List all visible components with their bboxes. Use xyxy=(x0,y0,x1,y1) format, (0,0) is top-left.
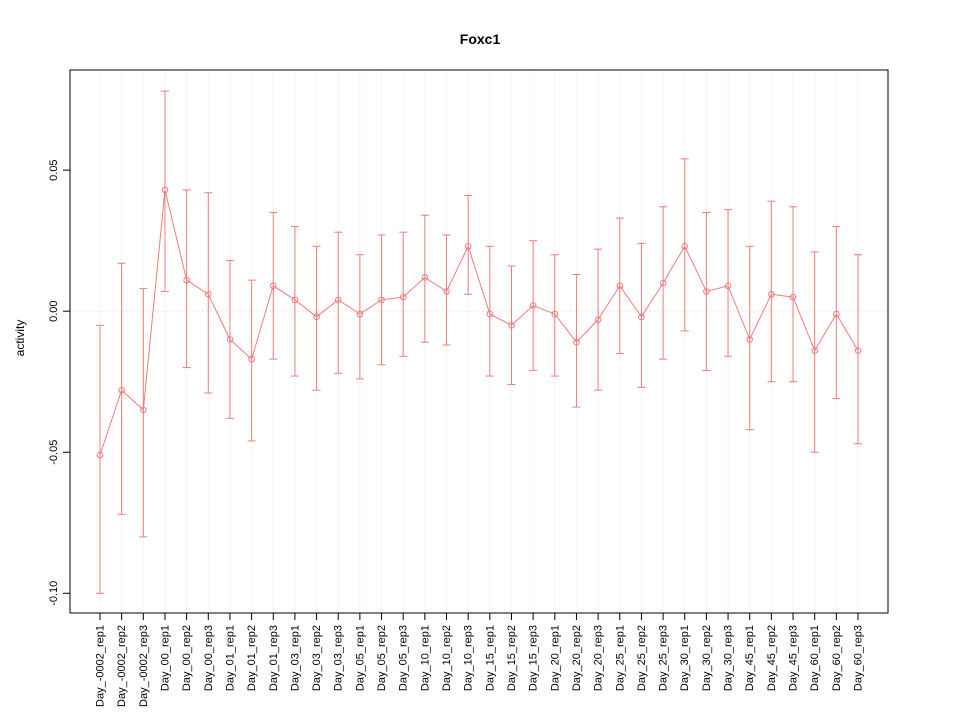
svg-text:Day_25_rep1: Day_25_rep1 xyxy=(614,625,626,691)
svg-text:Day_10_rep2: Day_10_rep2 xyxy=(441,625,453,691)
svg-text:Day_03_rep3: Day_03_rep3 xyxy=(333,625,345,691)
svg-text:Day_60_rep3: Day_60_rep3 xyxy=(853,625,865,691)
svg-text:Day_00_rep1: Day_00_rep1 xyxy=(159,625,171,691)
svg-text:Day_15_rep1: Day_15_rep1 xyxy=(484,625,496,691)
svg-text:Day_-0002_rep1: Day_-0002_rep1 xyxy=(95,625,107,707)
svg-text:-0.10: -0.10 xyxy=(48,581,60,606)
svg-text:Day_20_rep1: Day_20_rep1 xyxy=(549,625,561,691)
svg-text:Day_05_rep1: Day_05_rep1 xyxy=(354,625,366,691)
svg-text:0.05: 0.05 xyxy=(48,159,60,180)
svg-text:Day_10_rep1: Day_10_rep1 xyxy=(419,625,431,691)
svg-text:Day_10_rep3: Day_10_rep3 xyxy=(463,625,475,691)
svg-text:Day_45_rep3: Day_45_rep3 xyxy=(788,625,800,691)
svg-text:Day_-0002_rep2: Day_-0002_rep2 xyxy=(116,625,128,707)
svg-text:Day_30_rep2: Day_30_rep2 xyxy=(701,625,713,691)
svg-text:Day_60_rep1: Day_60_rep1 xyxy=(809,625,821,691)
svg-text:Day_01_rep1: Day_01_rep1 xyxy=(224,625,236,691)
svg-text:Day_20_rep3: Day_20_rep3 xyxy=(593,625,605,691)
svg-text:Day_01_rep3: Day_01_rep3 xyxy=(268,625,280,691)
svg-text:Day_25_rep2: Day_25_rep2 xyxy=(636,625,648,691)
svg-text:Day_01_rep2: Day_01_rep2 xyxy=(246,625,258,691)
svg-text:Day_60_rep2: Day_60_rep2 xyxy=(831,625,843,691)
svg-text:Day_-0002_rep3: Day_-0002_rep3 xyxy=(138,625,150,707)
svg-text:Day_15_rep3: Day_15_rep3 xyxy=(528,625,540,691)
svg-text:Day_00_rep2: Day_00_rep2 xyxy=(181,625,193,691)
svg-text:-0.05: -0.05 xyxy=(48,440,60,465)
svg-text:Day_00_rep3: Day_00_rep3 xyxy=(203,625,215,691)
svg-text:Day_45_rep1: Day_45_rep1 xyxy=(744,625,756,691)
svg-text:Day_15_rep2: Day_15_rep2 xyxy=(506,625,518,691)
chart-title: Foxc1 xyxy=(459,31,501,47)
svg-text:Day_20_rep2: Day_20_rep2 xyxy=(571,625,583,691)
svg-text:Day_45_rep2: Day_45_rep2 xyxy=(766,625,778,691)
svg-text:Day_25_rep3: Day_25_rep3 xyxy=(658,625,670,691)
svg-text:Day_30_rep1: Day_30_rep1 xyxy=(679,625,691,691)
svg-text:Day_05_rep3: Day_05_rep3 xyxy=(398,625,410,691)
svg-text:Day_30_rep3: Day_30_rep3 xyxy=(723,625,735,691)
svg-text:0.00: 0.00 xyxy=(48,300,60,321)
svg-text:Day_03_rep1: Day_03_rep1 xyxy=(289,625,301,691)
svg-text:Day_03_rep2: Day_03_rep2 xyxy=(311,625,323,691)
svg-text:Day_05_rep2: Day_05_rep2 xyxy=(376,625,388,691)
